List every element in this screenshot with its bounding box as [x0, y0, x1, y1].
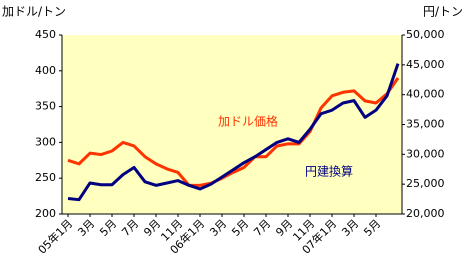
series-line — [67, 63, 400, 202]
x-tick-label: 5月 — [361, 217, 383, 239]
y2-tick-label: 30,000 — [406, 147, 445, 160]
x-tick-label: 3月 — [75, 217, 97, 239]
y-tick-label: 450 — [35, 28, 56, 41]
y-axis-title: 加ドル/トン — [2, 5, 66, 19]
y2-tick-label: 25,000 — [406, 177, 445, 190]
y2-tick-label: 35,000 — [406, 118, 445, 131]
y-tick-label: 300 — [35, 135, 56, 148]
x-tick-label: 7月 — [251, 217, 273, 239]
y2-tick-label: 20,000 — [406, 207, 445, 220]
x-tick-label: 3月 — [207, 217, 229, 239]
x-tick-label: 05年1月 — [35, 216, 75, 256]
y2-tick-label: 45,000 — [406, 58, 445, 71]
series-label: 加ドル価格 — [218, 114, 278, 129]
x-tick-label: 7月 — [119, 217, 141, 239]
y-tick-label: 350 — [35, 100, 56, 113]
x-tick-label: 5月 — [229, 217, 251, 239]
x-tick-label: 5月 — [97, 217, 119, 239]
y2-tick-label: 50,000 — [406, 28, 445, 41]
y2-tick-label: 40,000 — [406, 88, 445, 101]
y2-axis-title: 円/トン — [423, 5, 463, 19]
y-tick-label: 250 — [35, 171, 56, 184]
y-tick-label: 200 — [35, 207, 56, 220]
series-line — [67, 77, 400, 187]
plot-area — [62, 35, 402, 214]
x-tick-label: 3月 — [339, 217, 361, 239]
y-tick-label: 400 — [35, 64, 56, 77]
series-label: 円建換算 — [305, 164, 353, 179]
